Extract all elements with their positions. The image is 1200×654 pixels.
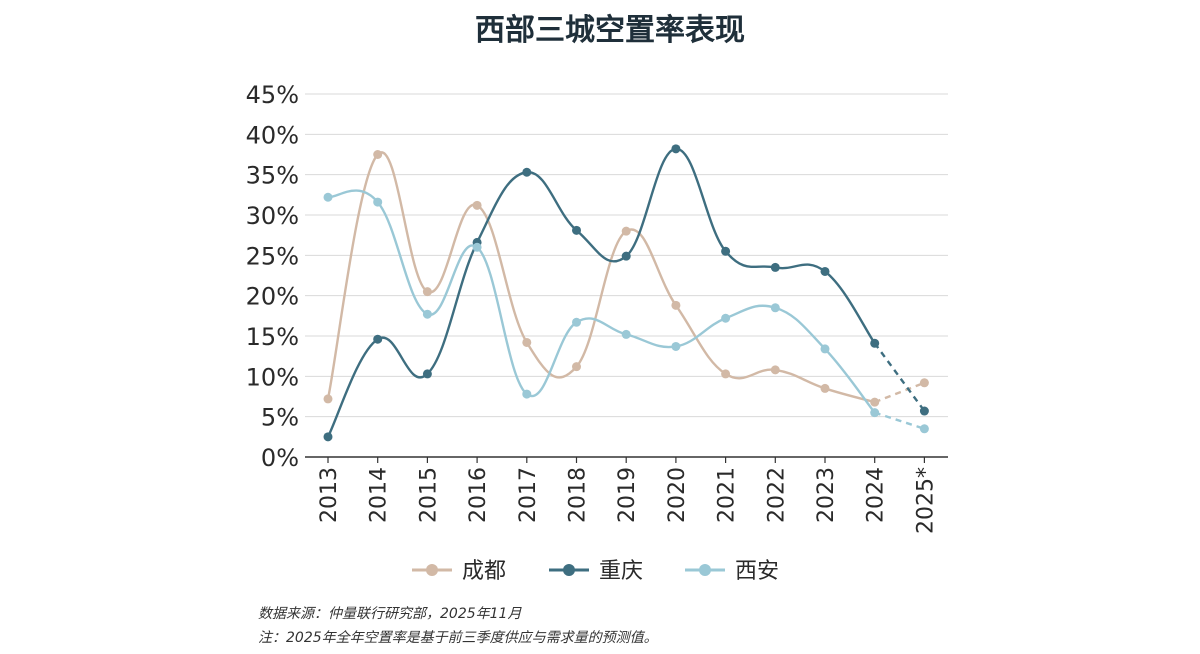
x-tick-label: 2019 [615,467,640,523]
y-tick-label: 20% [246,283,299,311]
y-tick-label: 40% [246,121,299,149]
legend-swatch-dot [563,564,575,576]
data-point [820,266,830,276]
series-line-0 [326,151,876,404]
series-lines [326,147,926,438]
x-tick-label: 2021 [715,467,740,523]
x-tick-label: 2020 [665,467,690,523]
data-point [919,424,929,434]
legend-label: 成都 [462,559,506,584]
legend: 成都 重庆 西安 [412,559,779,584]
data-point [323,394,333,404]
y-tick-label: 35% [246,162,299,190]
data-point [422,369,432,379]
x-tick-label: 2018 [566,467,591,523]
data-point [422,309,432,319]
y-axis: 0% 5% 10% 15% 20% 25% 30% 35% 40% 45% [246,81,299,472]
data-point [770,262,780,272]
x-tick-label: 2022 [764,467,789,523]
legend-swatch-dot [699,564,711,576]
data-point [323,192,333,202]
data-point [373,197,383,207]
series-forecast-line-0 [874,381,925,404]
data-point [770,365,780,375]
series-forecast-line-1 [873,342,926,412]
data-point [621,251,631,261]
data-point [522,389,532,399]
data-point [422,287,432,297]
y-tick-label: 15% [246,323,299,351]
series-forecast-line-2 [874,411,925,430]
y-tick-label: 45% [246,81,299,109]
y-tick-label: 10% [246,363,299,391]
data-point [472,242,482,252]
data-point [870,338,880,348]
data-point [621,226,631,236]
data-point [919,378,929,388]
x-tick-label: 2016 [466,467,491,523]
data-point [671,341,681,351]
data-point [721,369,731,379]
data-point [820,344,830,354]
series-points [323,144,929,442]
data-point [721,246,731,256]
data-point [770,303,780,313]
data-point [572,362,581,372]
x-tick-label: 2023 [814,467,839,523]
y-tick-label: 5% [261,404,299,432]
chart-title: 西部三城空置率表现 [475,13,745,48]
forecast-note: 注：2025年全年空置率是基于前三季度供应与需求量的预测值。 [258,630,658,646]
y-tick-label: 25% [246,242,299,270]
data-point [522,167,532,177]
x-tick-label: 2025* [913,467,938,534]
data-point [721,313,731,323]
y-tick-label: 30% [246,202,299,230]
data-point [671,300,681,310]
data-point [373,150,383,159]
x-tick-label: 2014 [367,467,392,523]
y-tick-label: 0% [261,444,299,472]
data-point [870,397,880,407]
data-point [572,317,581,327]
series-line-2 [327,189,876,414]
data-point [522,337,532,347]
data-point [919,406,929,416]
x-axis: 2013 2014 2015 2016 2017 2018 2019 2020 2021 2022… [305,456,948,534]
legend-label: 重庆 [599,559,643,584]
x-tick-label: 2024 [864,467,889,523]
data-point [820,383,830,393]
data-point [472,200,482,210]
legend-swatch-dot [426,564,438,576]
x-tick-label: 2017 [516,467,541,523]
data-point [671,144,681,154]
data-point [870,408,880,418]
x-tick-label: 2015 [416,467,441,523]
data-point [373,334,383,344]
source-note: 数据来源：仲量联行研究部，2025年11月 [258,606,522,622]
data-point [621,329,631,339]
data-point [323,432,333,442]
x-tick-label: 2013 [317,467,342,523]
legend-label: 西安 [735,559,779,584]
data-point [572,225,581,235]
